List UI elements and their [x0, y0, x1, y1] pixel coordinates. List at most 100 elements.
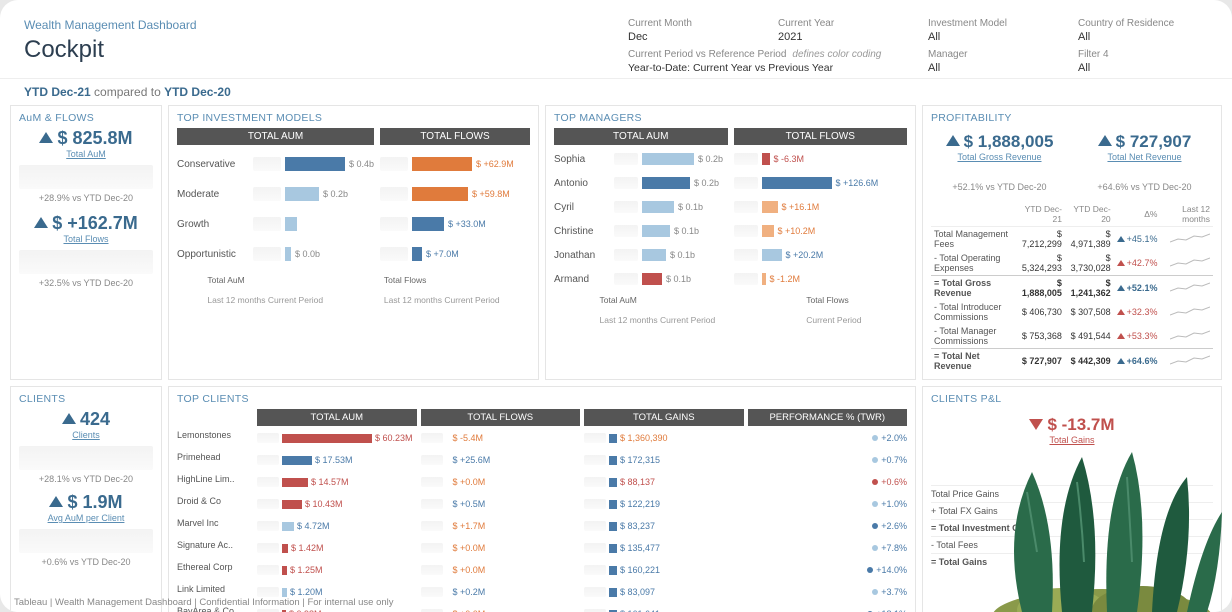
client-perf-cell[interactable]: +14.0% [748, 560, 908, 580]
kpi-total-aum[interactable]: $ 825.8M Total AuM [19, 128, 153, 159]
client-flows-cell[interactable]: $ +0.5M [421, 494, 581, 514]
client-perf-cell[interactable]: +7.8% [748, 538, 908, 558]
client-perf-cell[interactable]: +0.6% [748, 472, 908, 492]
client-perf-cell[interactable]: +0.7% [748, 450, 908, 470]
pnl-row: = Total Gains [931, 553, 1213, 570]
client-flows-cell[interactable]: $ +1.7M [421, 516, 581, 536]
filter-manager[interactable]: ManagerAll [928, 49, 1058, 74]
client-aum-cell[interactable]: $ 1.42M [257, 538, 417, 558]
model-row[interactable]: Growth [177, 213, 374, 235]
client-gains-cell[interactable]: $ 1,360,390 [584, 428, 744, 448]
manager-row[interactable]: $ +126.6M [734, 173, 908, 193]
model-row[interactable]: Conservative$ 0.4b [177, 153, 374, 175]
manager-row[interactable]: $ +10.2M [734, 221, 908, 241]
client-perf-cell[interactable]: +2.6% [748, 516, 908, 536]
kpi-total-flows[interactable]: $ +162.7M Total Flows [19, 213, 153, 244]
panel-title: CLIENTS P&L [931, 393, 1213, 405]
kpi-gross-revenue[interactable]: $ 1,888,005 Total Gross Revenue +52.1% v… [931, 132, 1068, 192]
client-name[interactable]: Primehead [177, 450, 253, 470]
manager-row[interactable]: Jonathan$ 0.1b [554, 245, 728, 265]
model-row[interactable]: Moderate$ 0.2b [177, 183, 374, 205]
client-name[interactable]: Lemonstones [177, 428, 253, 448]
filter-country[interactable]: Country of ResidenceAll [1078, 18, 1208, 43]
model-row[interactable]: $ +62.9M [380, 153, 530, 175]
table-row[interactable]: - Total Manager Commissions$ 753,368$ 49… [931, 324, 1213, 349]
filter-current-year[interactable]: Current Year2021 [778, 18, 908, 43]
client-gains-cell[interactable]: $ 172,315 [584, 450, 744, 470]
client-gains-cell[interactable]: $ 88,137 [584, 472, 744, 492]
client-perf-cell[interactable]: +2.0% [748, 428, 908, 448]
pnl-row: = Total Investment Gains [931, 519, 1213, 536]
filter-current-month[interactable]: Current MonthDec [628, 18, 758, 43]
client-flows-cell[interactable]: $ +25.6M [421, 450, 581, 470]
client-aum-cell[interactable]: $ 10.43M [257, 494, 417, 514]
client-flows-cell[interactable]: $ +0.0M [421, 538, 581, 558]
column-header: TOTAL FLOWS [734, 128, 908, 145]
manager-row[interactable]: $ +16.1M [734, 197, 908, 217]
client-gains-cell[interactable]: $ 135,477 [584, 538, 744, 558]
profitability-table: YTD Dec-21YTD Dec-20Δ%Last 12 months Tot… [931, 202, 1213, 373]
client-flows-cell[interactable]: $ +0.0M [421, 472, 581, 492]
kpi-net-revenue[interactable]: $ 727,907 Total Net Revenue +64.6% vs YT… [1076, 132, 1213, 192]
client-gains-cell[interactable]: $ 83,237 [584, 516, 744, 536]
table-row[interactable]: = Total Net Revenue$ 727,907$ 442,309+64… [931, 349, 1213, 374]
client-name[interactable]: Ethereal Corp [177, 560, 253, 580]
client-name[interactable]: Signature Ac.. [177, 538, 253, 558]
table-row[interactable]: Total Management Fees$ 7,212,299$ 4,971,… [931, 227, 1213, 252]
model-row[interactable]: $ +33.0M [380, 213, 530, 235]
client-flows-cell[interactable]: $ +0.0M [421, 604, 581, 612]
client-gains-cell[interactable]: $ 160,221 [584, 560, 744, 580]
filter-period[interactable]: Current Period vs Reference Perioddefine… [628, 49, 908, 74]
client-gains-cell[interactable]: $ 161,641 [584, 604, 744, 612]
client-name[interactable]: HighLine Lim.. [177, 472, 253, 492]
manager-row[interactable]: $ +20.2M [734, 245, 908, 265]
table-row[interactable]: - Total Operating Expenses$ 5,324,293$ 3… [931, 251, 1213, 276]
period-comparison-bar: YTD Dec-21 compared to YTD Dec-20 [0, 78, 1232, 105]
triangle-up-icon [62, 413, 76, 424]
column-header: TOTAL AUM [554, 128, 728, 145]
header: Wealth Management Dashboard Cockpit Curr… [0, 0, 1232, 78]
panel-title: TOP INVESTMENT MODELS [177, 112, 530, 124]
sparkline [19, 250, 153, 274]
client-aum-cell[interactable]: $ 14.57M [257, 472, 417, 492]
client-flows-cell[interactable]: $ +0.0M [421, 560, 581, 580]
manager-row[interactable]: Antonio$ 0.2b [554, 173, 728, 193]
kpi-avg-aum[interactable]: $ 1.9M Avg AuM per Client [19, 492, 153, 523]
panel-top-managers: TOP MANAGERS TOTAL AUM Sophia$ 0.2bAnton… [545, 105, 916, 380]
client-aum-cell[interactable]: $ 17.53M [257, 450, 417, 470]
client-name[interactable]: Marvel Inc [177, 516, 253, 536]
sparkline [19, 446, 153, 470]
model-row[interactable]: Opportunistic$ 0.0b [177, 243, 374, 265]
table-row[interactable]: - Total Introducer Commissions$ 406,730$… [931, 300, 1213, 324]
client-gains-cell[interactable]: $ 122,219 [584, 494, 744, 514]
client-gains-cell[interactable]: $ 83,097 [584, 582, 744, 602]
model-row[interactable]: $ +7.0M [380, 243, 530, 265]
triangle-up-icon [34, 217, 48, 228]
manager-row[interactable]: Armand$ 0.1b [554, 269, 728, 289]
client-flows-cell[interactable]: $ +0.2M [421, 582, 581, 602]
model-row[interactable]: $ +59.8M [380, 183, 530, 205]
client-flows-cell[interactable]: $ -5.4M [421, 428, 581, 448]
client-perf-cell[interactable]: +3.7% [748, 582, 908, 602]
manager-row[interactable]: Sophia$ 0.2b [554, 149, 728, 169]
manager-row[interactable]: Christine$ 0.1b [554, 221, 728, 241]
panel-title: TOP CLIENTS [177, 393, 907, 405]
client-name[interactable]: Droid & Co [177, 494, 253, 514]
kpi-total-gains[interactable]: $ -13.7M [931, 415, 1213, 435]
client-aum-cell[interactable]: $ 1.25M [257, 560, 417, 580]
client-aum-cell[interactable]: $ 4.72M [257, 516, 417, 536]
filter-4[interactable]: Filter 4All [1078, 49, 1208, 74]
manager-row[interactable]: $ -1.2M [734, 269, 908, 289]
client-perf-cell[interactable]: +18.1% [748, 604, 908, 612]
kpi-client-count[interactable]: 424 Clients [19, 409, 153, 440]
client-aum-cell[interactable]: $ 60.23M [257, 428, 417, 448]
panel-aum-flows: AuM & FLOWS $ 825.8M Total AuM +28.9% vs… [10, 105, 162, 380]
panel-title: CLIENTS [19, 393, 153, 405]
pnl-row: + Total FX Gains [931, 502, 1213, 519]
client-perf-cell[interactable]: +1.0% [748, 494, 908, 514]
manager-row[interactable]: Cyril$ 0.1b [554, 197, 728, 217]
manager-row[interactable]: $ -6.3M [734, 149, 908, 169]
column-header: TOTAL FLOWS [380, 128, 530, 145]
filter-investment-model[interactable]: Investment ModelAll [928, 18, 1058, 43]
table-row[interactable]: = Total Gross Revenue$ 1,888,005$ 1,241,… [931, 276, 1213, 301]
